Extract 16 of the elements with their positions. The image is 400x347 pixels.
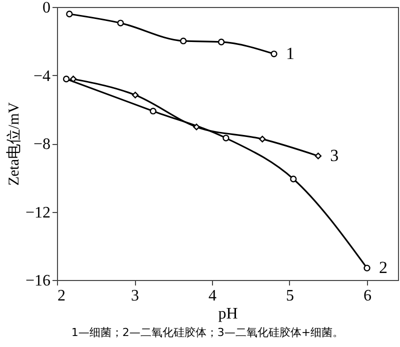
y-tick-label: −16 [25,272,50,290]
x-tick-label: 6 [364,288,372,304]
x-tick-label: 2 [58,288,66,304]
x-tick-label: 5 [286,288,294,304]
y-tick-label: −12 [25,204,50,222]
x-axis-title: pH [218,306,238,322]
y-tick-label: 0 [42,0,50,16]
x-tick-label: 3 [131,288,139,304]
text: 1—细菌；2—二氧化硅胶体；3—二氧化硅胶体+细菌。 [71,326,344,339]
y-tick-label: −8 [33,136,50,153]
series-label: 1 [286,44,294,63]
series-label: 3 [330,146,339,165]
series-label: 2 [379,258,388,278]
y-axis-title: Zeta电位/mV [5,102,22,186]
y-tick-label: −4 [33,68,50,85]
x-tick-label: 4 [208,288,216,304]
